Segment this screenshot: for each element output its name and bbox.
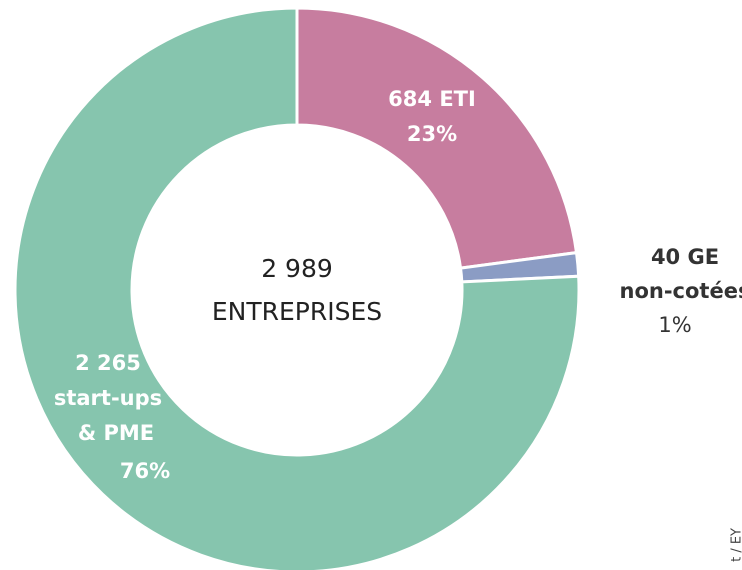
- segment-label: non-cotées: [620, 279, 742, 303]
- percent-label: 1%: [658, 313, 691, 337]
- segment-label: 40 GE: [651, 245, 719, 269]
- segment-label: start-ups: [54, 386, 162, 410]
- total-label: 2 989: [261, 254, 333, 283]
- donut-segment: [13, 6, 581, 570]
- donut-segment: [295, 6, 579, 270]
- donut: [13, 6, 581, 570]
- percent-label: 76%: [120, 459, 170, 483]
- segment-label: 684 ETI: [388, 87, 476, 111]
- source: t / EY: [730, 528, 742, 562]
- segment-label: 2 265: [75, 351, 141, 375]
- center-text: ENTREPRISES: [212, 297, 382, 326]
- percent-label: 23%: [407, 122, 457, 146]
- segment-label: & PME: [78, 421, 154, 445]
